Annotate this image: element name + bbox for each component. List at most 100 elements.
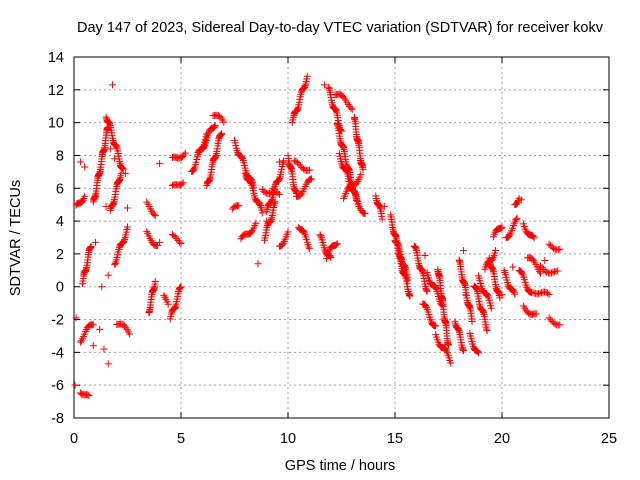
data-point bbox=[532, 310, 540, 318]
data-point bbox=[267, 199, 275, 207]
data-point bbox=[150, 211, 158, 219]
data-point bbox=[96, 325, 104, 333]
data-point bbox=[536, 289, 544, 297]
data-point bbox=[200, 143, 208, 151]
x-tick-label: 15 bbox=[387, 431, 403, 447]
plot-frame bbox=[73, 56, 610, 419]
data-point bbox=[308, 175, 316, 183]
data-point bbox=[357, 171, 365, 179]
data-point bbox=[275, 190, 283, 198]
data-point bbox=[268, 197, 276, 205]
y-tick-label: -8 bbox=[51, 411, 64, 427]
data-point bbox=[156, 238, 164, 246]
data-point bbox=[513, 199, 521, 207]
y-tick-label: 10 bbox=[48, 116, 64, 132]
data-point bbox=[517, 268, 525, 276]
data-point bbox=[119, 165, 127, 173]
data-point bbox=[316, 231, 324, 239]
data-point bbox=[124, 223, 131, 231]
data-point bbox=[556, 321, 564, 329]
data-point bbox=[529, 233, 537, 241]
data-point bbox=[350, 187, 358, 195]
data-point bbox=[269, 184, 277, 192]
data-point bbox=[547, 269, 555, 277]
data-markers bbox=[71, 72, 564, 399]
data-point bbox=[79, 196, 87, 204]
data-point bbox=[300, 227, 308, 235]
chart-title: Day 147 of 2023, Sidereal Day-to-day VTE… bbox=[77, 20, 604, 36]
data-point bbox=[489, 255, 497, 263]
y-tick-label: 4 bbox=[56, 214, 64, 230]
data-point bbox=[505, 232, 513, 240]
data-point bbox=[295, 160, 303, 168]
data-point bbox=[442, 345, 450, 353]
data-point bbox=[190, 166, 198, 174]
data-point bbox=[353, 179, 361, 187]
data-point bbox=[359, 165, 367, 173]
data-point bbox=[151, 277, 159, 285]
data-point bbox=[87, 243, 95, 251]
data-point bbox=[510, 287, 518, 295]
data-point bbox=[541, 256, 549, 264]
data-point bbox=[498, 223, 506, 231]
data-point bbox=[274, 189, 282, 197]
data-point bbox=[111, 155, 119, 163]
data-point bbox=[332, 241, 340, 249]
data-point bbox=[550, 244, 558, 252]
data-point bbox=[432, 322, 440, 330]
data-point bbox=[421, 252, 429, 260]
data-point bbox=[497, 224, 505, 232]
x-tick-label: 0 bbox=[70, 431, 78, 447]
data-point bbox=[181, 149, 189, 157]
data-point bbox=[331, 241, 339, 249]
data-point bbox=[487, 304, 495, 312]
data-point bbox=[210, 123, 218, 131]
data-point bbox=[305, 166, 313, 174]
data-point bbox=[530, 234, 538, 242]
data-point bbox=[305, 243, 313, 251]
data-point bbox=[176, 238, 184, 246]
data-point bbox=[220, 118, 228, 126]
data-point bbox=[327, 254, 335, 262]
data-point bbox=[351, 189, 359, 197]
data-point bbox=[151, 212, 159, 220]
data-point bbox=[160, 291, 168, 299]
data-point bbox=[121, 170, 129, 178]
data-point bbox=[474, 348, 482, 356]
x-axis-label: GPS time / hours bbox=[285, 458, 395, 474]
data-point bbox=[459, 347, 467, 355]
data-point bbox=[104, 271, 112, 279]
x-tick-label: 25 bbox=[601, 431, 617, 447]
data-point bbox=[530, 256, 538, 264]
data-point bbox=[81, 163, 89, 171]
tick-labels: 0 5 10 15 20 25 -8 -6 -4 -2 0 2 4 6 8 10 12 14 bbox=[48, 50, 617, 447]
data-point bbox=[258, 186, 266, 194]
data-point bbox=[556, 245, 564, 253]
data-point bbox=[554, 246, 562, 254]
data-point bbox=[547, 316, 555, 324]
data-point bbox=[190, 165, 198, 173]
data-point bbox=[513, 214, 521, 222]
y-tick-label: 0 bbox=[56, 280, 64, 296]
x-tick-label: 5 bbox=[177, 431, 185, 447]
data-point bbox=[512, 216, 520, 224]
data-point bbox=[164, 300, 172, 308]
data-point bbox=[445, 341, 452, 349]
data-point bbox=[347, 104, 355, 112]
data-point bbox=[199, 144, 207, 152]
data-point bbox=[106, 145, 114, 153]
data-point bbox=[511, 290, 519, 298]
data-point bbox=[380, 202, 388, 210]
data-point bbox=[276, 175, 284, 183]
data-point bbox=[469, 342, 477, 350]
grid-lines bbox=[74, 57, 609, 418]
data-point bbox=[71, 381, 79, 389]
data-point bbox=[111, 260, 119, 268]
data-point bbox=[339, 92, 347, 100]
y-tick-label: 8 bbox=[56, 148, 64, 164]
data-point bbox=[342, 167, 350, 175]
data-point bbox=[76, 158, 84, 166]
data-point bbox=[177, 283, 185, 291]
data-point bbox=[459, 247, 467, 255]
